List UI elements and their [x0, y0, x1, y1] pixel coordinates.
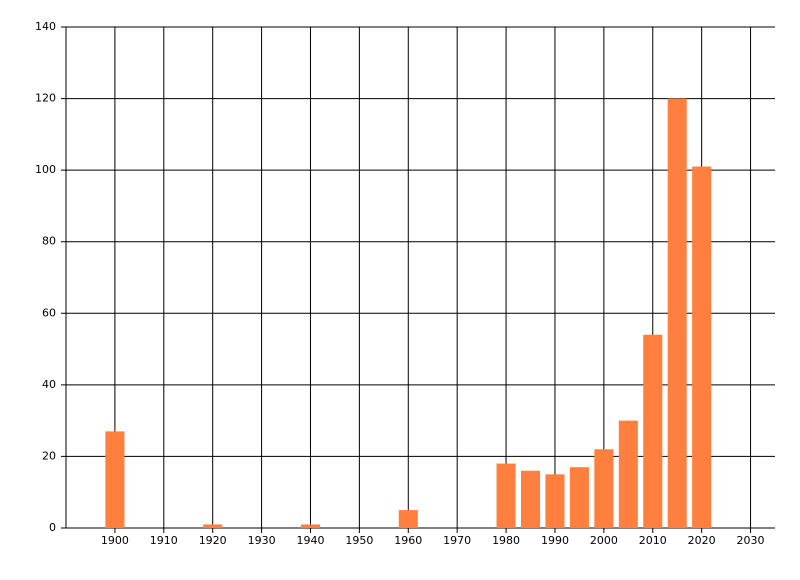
bar [667, 98, 687, 529]
y-tick-label: 40 [42, 378, 56, 391]
bar [105, 431, 125, 528]
bar [203, 524, 223, 528]
y-tick-label: 20 [42, 449, 56, 462]
bar [692, 166, 712, 529]
y-tick-label: 0 [49, 521, 56, 534]
bar [643, 334, 663, 528]
x-tick-label: 1950 [345, 534, 373, 547]
y-tick-label: 120 [35, 92, 56, 105]
x-tick-label: 2010 [639, 534, 667, 547]
x-tick-label: 1900 [101, 534, 129, 547]
bar [398, 510, 418, 528]
bar [618, 420, 638, 528]
x-tick-label: 2030 [737, 534, 765, 547]
x-tick-label: 2020 [688, 534, 716, 547]
y-tick-label: 100 [35, 163, 56, 176]
x-tick-label: 1940 [296, 534, 324, 547]
bar [520, 470, 541, 528]
x-tick-label: 1910 [150, 534, 178, 547]
bar [300, 524, 321, 528]
x-tick-label: 1930 [248, 534, 276, 547]
x-tick-label: 1970 [443, 534, 471, 547]
y-tick-label: 60 [42, 306, 56, 319]
bar [496, 463, 516, 528]
x-tick-label: 1920 [199, 534, 227, 547]
x-tick-label: 2000 [590, 534, 618, 547]
x-tick-label: 1960 [394, 534, 422, 547]
bar [545, 474, 565, 528]
x-tick-label: 1980 [492, 534, 520, 547]
y-tick-label: 140 [35, 20, 56, 33]
bar [569, 467, 589, 528]
bar [594, 449, 614, 528]
x-tick-label: 1990 [541, 534, 569, 547]
y-tick-label: 80 [42, 235, 56, 248]
